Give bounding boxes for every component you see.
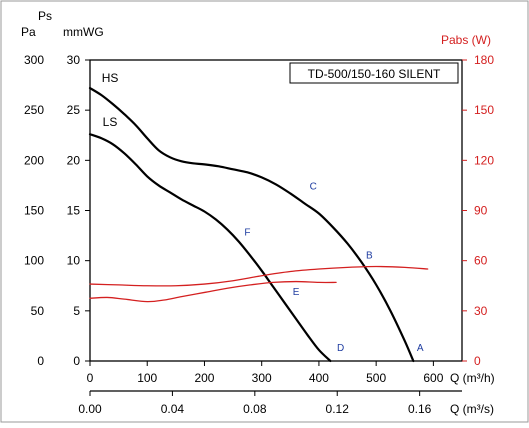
- point-label-c: C: [310, 181, 317, 192]
- y-tick-label-mmwg: 15: [67, 204, 81, 218]
- point-label-a: A: [417, 343, 424, 354]
- pressure-curve-ls: [88, 133, 332, 363]
- curve-label-hs: HS: [102, 71, 119, 85]
- point-label-b: B: [366, 251, 373, 262]
- x-tick-label: 0: [87, 371, 94, 385]
- left-axis-label-mmwg: mmWG: [63, 25, 104, 39]
- point-label-e: E: [293, 287, 300, 298]
- y-tick-label-pa: 300: [24, 53, 44, 67]
- x-tick-label: 400: [309, 371, 329, 385]
- y2-tick-label: 30: [474, 304, 488, 318]
- y2-tick-label: 90: [474, 204, 488, 218]
- x-axis-label-m3s: Q (m³/s): [450, 402, 494, 416]
- x-tick-label: 200: [194, 371, 214, 385]
- point-label-f: F: [244, 228, 250, 239]
- x-tick-label: 300: [252, 371, 272, 385]
- series-group: [88, 86, 429, 363]
- y2-tick-label: 0: [474, 354, 481, 368]
- x2-tick-label: 0.00: [78, 402, 102, 416]
- y-tick-label-mmwg: 10: [67, 254, 81, 268]
- chart-title: TD-500/150-160 SILENT: [308, 67, 441, 81]
- y-tick-label-mmwg: 30: [67, 53, 81, 67]
- x2-tick-label: 0.12: [326, 402, 350, 416]
- label-group: HS LS A B C D E F: [102, 71, 424, 354]
- y2-tick-label: 60: [474, 254, 488, 268]
- y-tick-label-mmwg: 5: [73, 304, 80, 318]
- x-tick-label: 100: [137, 371, 157, 385]
- power-curve-1: [89, 265, 429, 287]
- y-tick-label-pa: 150: [24, 204, 44, 218]
- x2-tick-label: 0.08: [243, 402, 267, 416]
- y-tick-label-pa: 250: [24, 103, 44, 117]
- curve-label-ls: LS: [103, 115, 118, 129]
- right-axis-label: Pabs (W): [441, 33, 491, 47]
- y-tick-label-mmwg: 25: [67, 103, 81, 117]
- y2-tick-label: 180: [474, 53, 494, 67]
- y-tick-label-pa: 100: [24, 254, 44, 268]
- y-tick-label-mmwg: 20: [67, 153, 81, 167]
- x-axis-label-m3h: Q (m³/h): [450, 371, 495, 385]
- y-tick-label-mmwg: 0: [73, 354, 80, 368]
- y2-tick-label: 150: [474, 103, 494, 117]
- title-box: [289, 62, 459, 84]
- left-axis-label-pa: Pa: [21, 25, 36, 39]
- x2-tick-label: 0.04: [161, 402, 185, 416]
- y-tick-label-pa: 50: [31, 304, 45, 318]
- power-curve-2: [89, 280, 337, 303]
- y2-tick-label: 120: [474, 153, 494, 167]
- y-tick-label-pa: 0: [37, 354, 44, 368]
- tick-group: 0501001502002503000510152025300306090120…: [24, 53, 494, 416]
- pressure-curve-hs: [88, 86, 415, 363]
- x-tick-label: 600: [423, 371, 443, 385]
- point-label-d: D: [337, 343, 344, 354]
- left-axis-label-ps: Ps: [38, 9, 52, 23]
- x2-tick-label: 0.16: [408, 402, 432, 416]
- x-tick-label: 500: [366, 371, 386, 385]
- y-tick-label-pa: 200: [24, 153, 44, 167]
